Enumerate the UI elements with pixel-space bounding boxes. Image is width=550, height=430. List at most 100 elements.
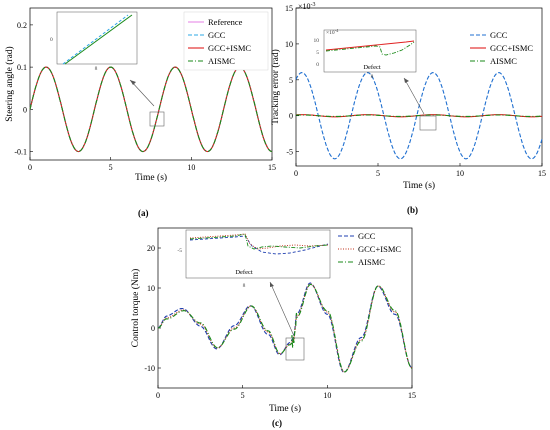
panel-b-x-tick-label: 15 <box>538 169 546 178</box>
panel-c-x-tick-label: 10 <box>323 391 331 400</box>
panel-b-zoom-arrowhead <box>404 78 409 83</box>
panel-c-x-ticks: 0 5 10 15 <box>156 385 416 400</box>
panel-c-inset-line-gcc <box>189 235 329 255</box>
panel-b-y-multiplier: ×10-3 <box>298 2 316 11</box>
panel-a-zoom-arrow <box>129 79 155 107</box>
panel-b-inset-line-gcc-ismc <box>325 40 415 51</box>
panel-b-y-tick-label: 5 <box>289 76 293 85</box>
panel-a-series-gcc-ismc <box>29 66 273 153</box>
panel-a-inset-line-aismc <box>64 14 133 65</box>
panel-a-x-tick-label: 5 <box>109 163 113 172</box>
panel-b-legend: GCC GCC+ISMC AISMC <box>470 30 533 66</box>
panel-a-y-axis-label: Steering angle (rad) <box>4 46 15 121</box>
panel-b-legend-label-aismc: AISMC <box>490 56 517 66</box>
panel-c-inset-line-gcc-ismc <box>189 233 329 250</box>
panel-c-legend-label-gcc: GCC <box>358 231 376 241</box>
panel-b-legend-label-gcc: GCC <box>490 30 508 40</box>
panel-a-y-tick-label: 0 <box>23 105 27 114</box>
panel-a-x-ticks: 0 5 10 15 <box>28 157 276 172</box>
panel-a-legend-label-gcc-ismc: GCC+ISMC <box>208 43 251 53</box>
panel-a-legend-label-reference: Reference <box>208 17 243 27</box>
panel-b-inset-annotation: Defect <box>363 64 381 71</box>
panel-a-legend-label-gcc: GCC <box>208 30 226 40</box>
panel-b-series-lines <box>295 72 543 160</box>
panel-c-series-gcc <box>157 282 412 373</box>
panel-c-x-tick-label: 0 <box>156 391 160 400</box>
panel-a-legend-label-aismc: AISMC <box>208 56 235 66</box>
panel-a-legend: Reference GCC GCC+ISMC AISMC <box>183 11 269 71</box>
panel-c-x-tick-label: 15 <box>408 391 416 400</box>
panel-c-x-axis-label: Time (s) <box>269 403 301 414</box>
panel-a-inset-tick-x: 8 <box>95 66 98 72</box>
panel-c-legend: GCC GCC+ISMC AISMC <box>338 231 401 267</box>
panel-c-series-aismc <box>157 283 413 373</box>
panel-b-y-multiplier-base: ×10 <box>298 2 311 11</box>
panel-b-zoom-box <box>419 115 437 131</box>
panel-b-y-tick-label: 15 <box>285 4 293 13</box>
panel-c-control-torque-chart: -10 0 10 20 0 5 10 15 Time (s) Control torque … <box>130 227 416 428</box>
panel-a-y-ticks: -0.1 0 0.1 0.2 <box>14 21 33 157</box>
panel-a-series-lines <box>29 66 273 153</box>
panel-a-label: (a) <box>138 208 149 218</box>
panel-b-inset-multiplier-exp: -4 <box>335 28 339 33</box>
panel-b-x-tick-label: 5 <box>376 169 380 178</box>
panel-c-label: (c) <box>272 418 282 428</box>
panel-b-inset-frame <box>323 29 417 73</box>
panel-c-legend-label-aismc: AISMC <box>358 257 385 267</box>
panel-b-inset-multiplier-base: ×10 <box>326 30 335 36</box>
panel-c-inset-tick-y: -5 <box>177 248 182 254</box>
panel-a-series-aismc <box>29 66 273 153</box>
panel-b-zoom-inset: ×10-4 10 5 0 Defect 8 <box>314 28 437 131</box>
panel-b-x-axis-label: Time (s) <box>403 180 435 191</box>
panel-b-inset-tick-0: 0 <box>316 62 319 68</box>
panel-a-inset-line-gcc <box>62 14 129 65</box>
panel-b-inset-multiplier: ×10-4 <box>326 28 339 36</box>
panel-b-inset-tick-5: 5 <box>316 50 319 56</box>
panel-c-series-gcc-ismc <box>157 283 413 373</box>
panel-c-y-axis-label: Control torque (Nm) <box>130 269 141 348</box>
panel-a-x-tick-label: 10 <box>187 163 195 172</box>
panel-a-zoom-box <box>149 111 165 127</box>
panel-b-inset-tick-x: 8 <box>371 74 374 80</box>
panel-c-zoom-arrow <box>269 281 295 337</box>
panel-c-y-tick-label: 0 <box>151 324 155 333</box>
panel-b-y-tick-label: 0 <box>289 112 293 121</box>
panel-c-inset-frame <box>185 229 331 279</box>
panel-a-plot-frame <box>29 7 273 161</box>
panel-a-zoom-inset: 0 8 <box>50 11 165 127</box>
panel-b-y-axis-label: Tracking error (rad) <box>270 49 281 125</box>
panel-b-x-tick-label: 10 <box>456 169 464 178</box>
panel-a-y-tick-label: 0.2 <box>17 21 27 30</box>
panel-a-steering-angle-chart: -0.100.10.2 0 5 10 15 Time (s) Steering ang… <box>4 7 276 218</box>
panel-c-y-ticks: -10 0 10 20 <box>144 244 161 373</box>
panel-b-plot-frame <box>295 7 543 167</box>
panel-a-y-tick-label: 0.1 <box>17 63 27 72</box>
panel-c-y-tick-label: 20 <box>147 244 155 253</box>
panel-c-inset-line-aismc <box>189 233 329 250</box>
panel-c-zoom-box <box>285 337 305 361</box>
panel-a-x-tick-label: 0 <box>28 163 32 172</box>
panel-b-x-tick-label: 0 <box>294 169 298 178</box>
panel-b-x-ticks: 0 5 10 15 <box>294 163 546 178</box>
panel-b-inset-tick-10: 10 <box>314 38 320 44</box>
panel-b-series-gcc <box>295 72 543 160</box>
panel-a-zoom-arrowhead <box>130 80 136 85</box>
panel-c-x-tick-label: 5 <box>241 391 245 400</box>
panel-b-y-multiplier-exp: -3 <box>311 2 316 8</box>
panel-c-inset-annotation: Defect <box>235 269 253 276</box>
panel-b-y-tick-label: 10 <box>285 40 293 49</box>
panel-b-series-aismc <box>296 114 543 117</box>
panel-c-y-tick-label: 10 <box>147 284 155 293</box>
panel-c-zoom-inset: -5 Defect 8 <box>177 229 331 361</box>
panel-b-legend-label-gcc-ismc: GCC+ISMC <box>490 43 533 53</box>
panel-a-x-axis-label: Time (s) <box>135 172 167 183</box>
panel-a-y-tick-label: -0.1 <box>14 148 27 157</box>
panel-c-plot-frame <box>157 227 413 389</box>
panel-c-legend-label-gcc-ismc: GCC+ISMC <box>358 244 401 254</box>
panel-b-label: (b) <box>407 205 418 215</box>
panel-b-y-ticks: -5 0 5 10 15 <box>285 4 299 157</box>
panel-b-inset-line-aismc <box>325 41 415 56</box>
panel-a-x-tick-label: 15 <box>268 163 276 172</box>
